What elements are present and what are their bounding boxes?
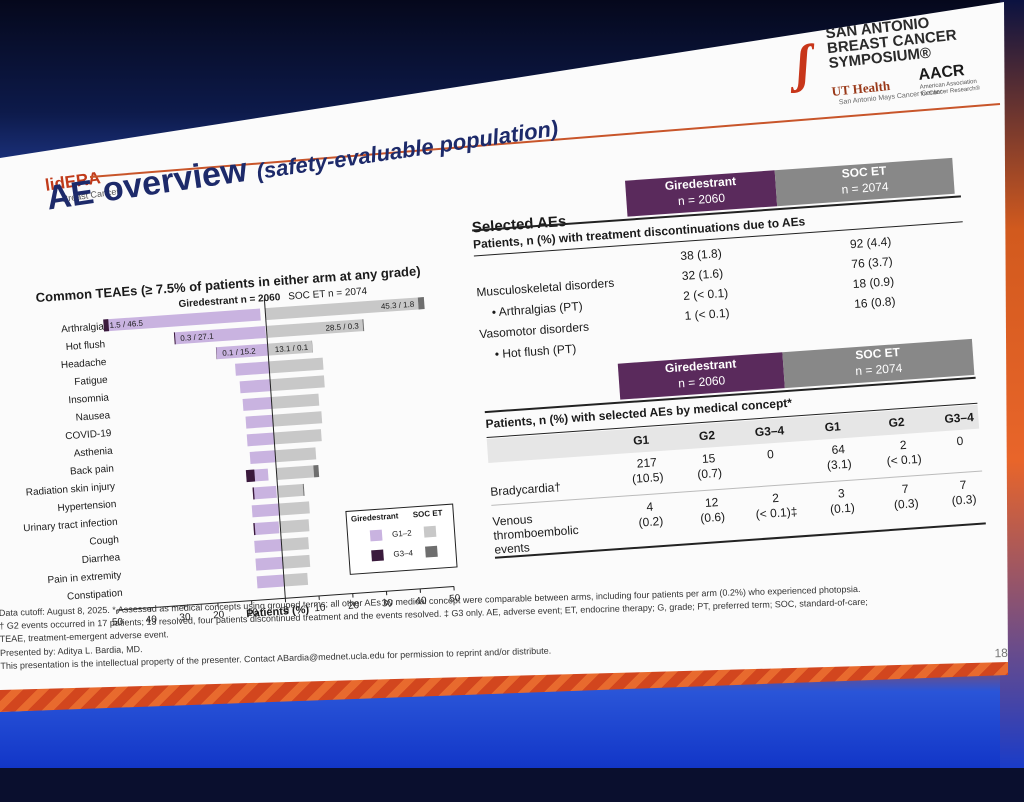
footnote-3: TEAE, treatment-emergent adverse event.: [0, 629, 169, 644]
footnote-presenter: Presented by: Aditya L. Bardia, MD.: [0, 644, 143, 658]
page-number: 18: [994, 646, 1008, 660]
